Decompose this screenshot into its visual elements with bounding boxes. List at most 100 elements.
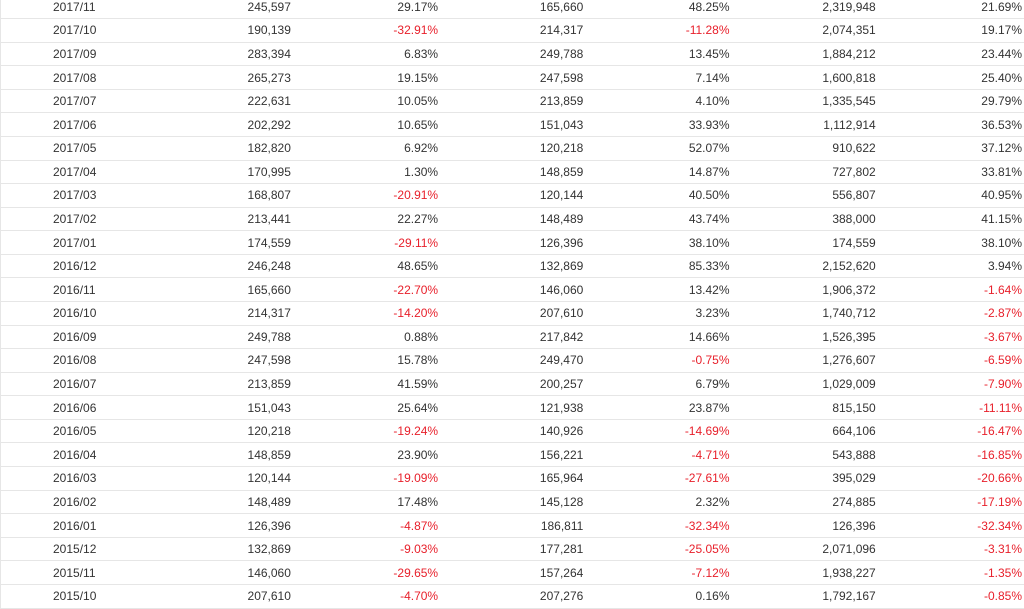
value-2-cell: 156,221 — [438, 443, 583, 467]
value-2-cell: 177,281 — [438, 537, 583, 561]
month-cell: 2016/11 — [1, 278, 121, 302]
value-3-cell: 1,029,009 — [730, 372, 876, 396]
value-2-cell: 145,128 — [438, 490, 583, 514]
percent-3-cell: -16.47% — [876, 419, 1024, 443]
percent-3-cell: 41.15% — [876, 207, 1024, 231]
percent-3-cell: 38.10% — [876, 231, 1024, 255]
percent-3-cell: 23.44% — [876, 42, 1024, 66]
value-1-cell: 249,788 — [121, 325, 291, 349]
value-3-cell: 395,029 — [730, 467, 876, 491]
value-1-cell: 247,598 — [121, 349, 291, 373]
month-cell: 2017/01 — [1, 231, 121, 255]
value-3-cell: 1,600,818 — [730, 66, 876, 90]
value-3-cell: 1,335,545 — [730, 89, 876, 113]
value-2-cell: 200,257 — [438, 372, 583, 396]
month-cell: 2016/12 — [1, 254, 121, 278]
value-3-cell: 1,906,372 — [730, 278, 876, 302]
value-1-cell: 202,292 — [121, 113, 291, 137]
percent-1-cell: -14.20% — [291, 302, 438, 326]
value-2-cell: 247,598 — [438, 66, 583, 90]
value-2-cell: 146,060 — [438, 278, 583, 302]
value-2-cell: 157,264 — [438, 561, 583, 585]
percent-1-cell: 22.27% — [291, 207, 438, 231]
value-1-cell: 120,218 — [121, 419, 291, 443]
percent-2-cell: -11.28% — [583, 19, 729, 43]
percent-2-cell: 4.10% — [583, 89, 729, 113]
percent-1-cell: -32.91% — [291, 19, 438, 43]
month-cell: 2017/02 — [1, 207, 121, 231]
value-2-cell: 132,869 — [438, 254, 583, 278]
percent-2-cell: -32.34% — [583, 514, 729, 538]
percent-2-cell: -0.75% — [583, 349, 729, 373]
percent-2-cell: 14.66% — [583, 325, 729, 349]
value-3-cell: 1,938,227 — [730, 561, 876, 585]
value-3-cell: 1,276,607 — [730, 349, 876, 373]
percent-1-cell: -9.03% — [291, 537, 438, 561]
percent-2-cell: 3.23% — [583, 302, 729, 326]
value-2-cell: 186,811 — [438, 514, 583, 538]
percent-2-cell: 23.87% — [583, 396, 729, 420]
percent-3-cell: 19.17% — [876, 19, 1024, 43]
month-cell: 2016/07 — [1, 372, 121, 396]
percent-3-cell: 3.94% — [876, 254, 1024, 278]
value-2-cell: 151,043 — [438, 113, 583, 137]
percent-2-cell: -27.61% — [583, 467, 729, 491]
value-3-cell: 664,106 — [730, 419, 876, 443]
month-cell: 2017/09 — [1, 42, 121, 66]
value-1-cell: 182,820 — [121, 136, 291, 160]
value-2-cell: 121,938 — [438, 396, 583, 420]
value-2-cell: 120,144 — [438, 184, 583, 208]
value-2-cell: 165,964 — [438, 467, 583, 491]
percent-3-cell: -0.85% — [876, 584, 1024, 608]
value-1-cell: 165,660 — [121, 278, 291, 302]
percent-1-cell: 6.92% — [291, 136, 438, 160]
value-3-cell: 2,319,948 — [730, 0, 876, 19]
percent-1-cell: -4.87% — [291, 514, 438, 538]
value-3-cell: 1,792,167 — [730, 584, 876, 608]
value-1-cell: 265,273 — [121, 66, 291, 90]
percent-2-cell: 2.32% — [583, 490, 729, 514]
percent-2-cell: 6.79% — [583, 372, 729, 396]
month-cell: 2017/07 — [1, 89, 121, 113]
percent-2-cell: 38.10% — [583, 231, 729, 255]
month-cell: 2015/12 — [1, 537, 121, 561]
percent-1-cell: -20.91% — [291, 184, 438, 208]
percent-2-cell: 13.45% — [583, 42, 729, 66]
month-cell: 2016/01 — [1, 514, 121, 538]
value-1-cell: 213,859 — [121, 372, 291, 396]
percent-1-cell: 23.90% — [291, 443, 438, 467]
month-cell: 2017/04 — [1, 160, 121, 184]
percent-1-cell: 29.17% — [291, 0, 438, 19]
month-cell: 2016/03 — [1, 467, 121, 491]
value-2-cell: 165,660 — [438, 0, 583, 19]
month-cell: 2017/11 — [1, 0, 121, 19]
percent-3-cell: -2.87% — [876, 302, 1024, 326]
value-1-cell: 283,394 — [121, 42, 291, 66]
percent-2-cell: 14.87% — [583, 160, 729, 184]
percent-3-cell: 21.69% — [876, 0, 1024, 19]
value-2-cell: 148,859 — [438, 160, 583, 184]
percent-1-cell: -19.09% — [291, 467, 438, 491]
value-3-cell: 126,396 — [730, 514, 876, 538]
percent-2-cell: -25.05% — [583, 537, 729, 561]
percent-3-cell: 33.81% — [876, 160, 1024, 184]
value-2-cell: 249,470 — [438, 349, 583, 373]
percent-1-cell: 25.64% — [291, 396, 438, 420]
value-1-cell: 132,869 — [121, 537, 291, 561]
value-3-cell: 910,622 — [730, 136, 876, 160]
value-2-cell: 207,276 — [438, 584, 583, 608]
value-3-cell: 1,526,395 — [730, 325, 876, 349]
percent-3-cell: 36.53% — [876, 113, 1024, 137]
